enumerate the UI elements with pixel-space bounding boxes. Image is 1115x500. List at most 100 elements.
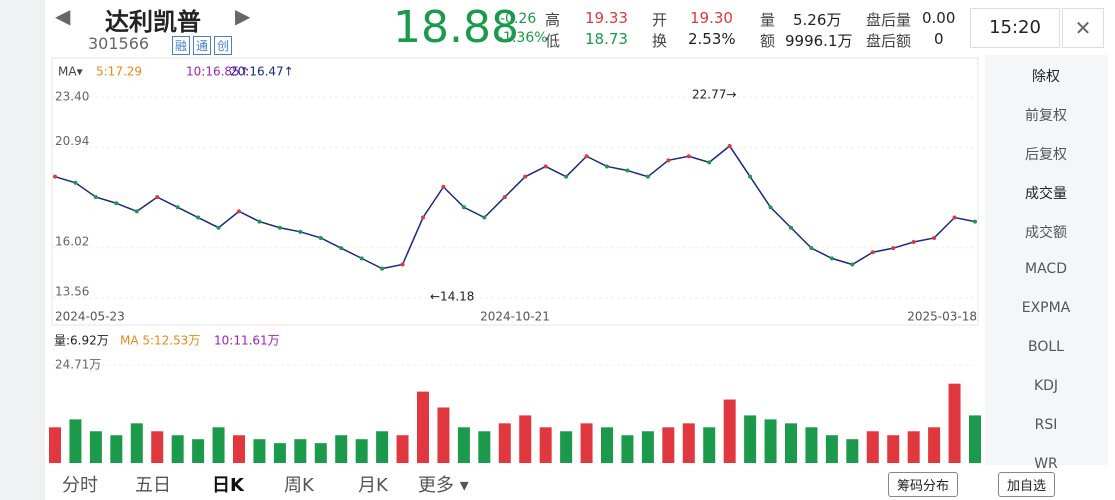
volume-bar bbox=[294, 439, 307, 463]
price-point bbox=[870, 250, 875, 255]
price-point bbox=[380, 266, 385, 271]
y-tick-label: 13.56 bbox=[55, 285, 89, 299]
side-menu-item[interactable]: BOLL bbox=[1028, 339, 1064, 355]
price-point bbox=[155, 195, 160, 200]
volume-bar bbox=[498, 423, 511, 463]
side-menu-item[interactable]: RSI bbox=[1034, 417, 1058, 433]
volume-bar bbox=[478, 431, 491, 463]
price-point bbox=[134, 209, 139, 214]
tab[interactable]: 周K bbox=[284, 475, 314, 496]
side-menu-item[interactable]: 成交量 bbox=[1025, 186, 1067, 202]
tab[interactable]: 更多 ▾ bbox=[418, 475, 469, 496]
volume-bar bbox=[314, 443, 327, 463]
volume-bar bbox=[805, 427, 818, 463]
price-point bbox=[53, 174, 57, 179]
volume-bar bbox=[151, 431, 164, 463]
quote-value: 0.00 bbox=[922, 9, 956, 27]
volume-bar bbox=[376, 431, 389, 463]
volume-bar bbox=[335, 435, 348, 463]
volume-bar bbox=[621, 435, 634, 463]
ma-label: 5:17.29 bbox=[96, 65, 142, 79]
badge: 创 bbox=[214, 36, 233, 55]
price-point bbox=[625, 168, 630, 173]
x-tick-label: 2024-10-21 bbox=[480, 310, 550, 324]
volume-bar bbox=[457, 427, 470, 463]
volume-bar bbox=[744, 415, 757, 463]
volume-bar bbox=[723, 399, 736, 463]
price-point bbox=[850, 262, 855, 267]
volume-bar bbox=[825, 435, 838, 463]
x-tick-label: 2025-03-18 bbox=[907, 310, 977, 324]
close-button[interactable]: ✕ bbox=[1062, 8, 1104, 48]
price-point bbox=[666, 158, 671, 163]
price-point bbox=[175, 205, 180, 210]
side-menu-item[interactable]: 前复权 bbox=[1025, 108, 1067, 124]
price-point bbox=[605, 164, 609, 169]
change-pct: -1.36% bbox=[498, 30, 548, 46]
side-menu-item[interactable]: 除权 bbox=[1032, 69, 1060, 85]
volume-bar bbox=[785, 423, 797, 463]
volume-bar bbox=[437, 407, 450, 463]
tab[interactable]: 月K bbox=[358, 475, 388, 496]
tab[interactable]: 日K bbox=[212, 475, 244, 496]
side-menu-item[interactable]: 后复权 bbox=[1025, 147, 1067, 163]
volume-bar bbox=[89, 431, 102, 463]
price-point bbox=[952, 215, 957, 220]
volume-bar bbox=[417, 391, 429, 463]
button[interactable]: 加自选 bbox=[998, 472, 1056, 497]
side-menu-item[interactable]: MACD bbox=[1025, 261, 1067, 277]
badge: 通 bbox=[193, 36, 212, 55]
price-point bbox=[73, 180, 78, 185]
annotation: ←14.18 bbox=[430, 290, 474, 304]
price-point bbox=[584, 154, 589, 159]
price-point bbox=[257, 219, 262, 224]
tab[interactable]: 分时 bbox=[62, 475, 98, 496]
side-menu-item[interactable]: 成交额 bbox=[1025, 225, 1067, 241]
volume-bar bbox=[907, 431, 920, 463]
quote-label: 开 bbox=[652, 11, 668, 29]
stock-name: 达利凯普 bbox=[105, 8, 201, 36]
button[interactable]: 筹码分布 bbox=[888, 472, 959, 497]
quote-value: 9996.1万 bbox=[785, 32, 853, 50]
volume-bar bbox=[560, 431, 573, 463]
side-menu-item[interactable]: WR bbox=[1034, 456, 1058, 472]
volume-title: 量:6.92万 bbox=[54, 334, 109, 348]
change: -0.26 bbox=[500, 11, 537, 27]
price-point bbox=[829, 256, 834, 261]
price-point bbox=[727, 144, 732, 149]
volume-bar bbox=[641, 431, 654, 463]
price-point bbox=[237, 209, 241, 214]
ma-label: 20:16.47↑ bbox=[230, 65, 294, 79]
y-tick-label: 20.94 bbox=[55, 134, 89, 148]
price-point bbox=[932, 235, 937, 240]
quote-value: 5.26万 bbox=[793, 11, 842, 29]
side-panel bbox=[985, 55, 1108, 465]
price-point bbox=[421, 215, 425, 220]
volume-bar bbox=[212, 427, 225, 463]
volume-bar bbox=[539, 427, 552, 463]
back-button[interactable]: ◀ bbox=[55, 4, 71, 28]
price-point bbox=[216, 225, 221, 230]
quote-label: 盘后额 bbox=[866, 32, 912, 50]
price-point bbox=[707, 160, 712, 165]
tab[interactable]: 五日 bbox=[135, 475, 171, 496]
price-point bbox=[891, 246, 896, 251]
quote-label: 高 bbox=[545, 11, 561, 29]
price-point bbox=[911, 240, 916, 245]
price-point bbox=[768, 205, 773, 210]
price-point bbox=[973, 219, 977, 224]
price-point bbox=[502, 195, 507, 200]
quote-label: 额 bbox=[760, 32, 776, 50]
price-point bbox=[564, 174, 569, 179]
volume-bar bbox=[233, 435, 245, 463]
stock-code: 301566 bbox=[88, 34, 150, 53]
volume-bar bbox=[253, 439, 266, 463]
volume-bar bbox=[703, 427, 716, 463]
price-point bbox=[482, 215, 487, 220]
side-menu-item[interactable]: EXPMA bbox=[1021, 300, 1071, 316]
forward-button[interactable]: ▶ bbox=[235, 4, 251, 28]
volume-bar bbox=[601, 427, 613, 463]
price: 18.88 bbox=[393, 2, 519, 53]
side-menu-item[interactable]: KDJ bbox=[1033, 378, 1059, 394]
